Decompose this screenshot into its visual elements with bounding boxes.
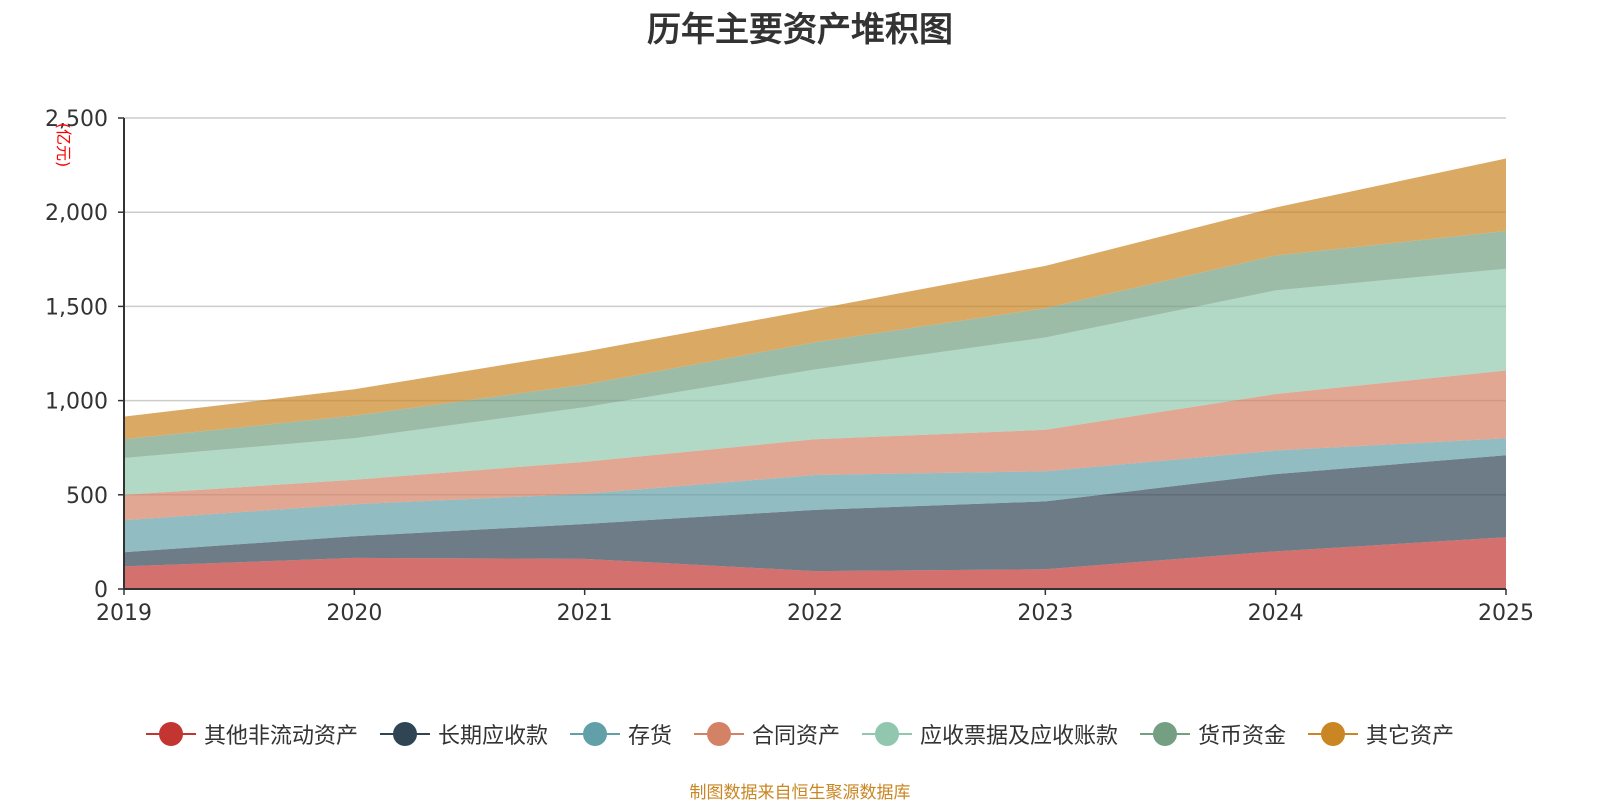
legend-marker-icon xyxy=(862,722,912,746)
legend-item[interactable]: 应收票据及应收账款 xyxy=(862,718,1118,750)
legend-item[interactable]: 存货 xyxy=(569,718,672,750)
x-tick-label: 2021 xyxy=(557,601,613,626)
legend-label: 其他非流动资产 xyxy=(203,724,358,749)
y-tick-label: 1,000 xyxy=(45,390,108,415)
legend-item[interactable]: 合同资产 xyxy=(693,718,840,750)
y-axis-unit-label: (亿元) xyxy=(54,123,73,168)
area-其它资产[interactable] xyxy=(124,158,1506,440)
area-应收票据及应收账款[interactable] xyxy=(124,268,1506,495)
y-tick-label: 2,500 xyxy=(45,107,108,132)
y-tick-label: 500 xyxy=(66,484,108,509)
legend-marker-icon xyxy=(1140,722,1191,746)
area-合同资产[interactable] xyxy=(124,370,1506,521)
legend: 其他非流动资产 长期应收款 存货 合同资产 应收票据及应收账款 货币资金 其它资产 xyxy=(0,718,1600,750)
x-tick-label: 2024 xyxy=(1248,601,1304,626)
y-tick-label: 1,500 xyxy=(45,295,108,320)
legend-marker-icon xyxy=(145,722,196,746)
chart-title: 历年主要资产堆积图 xyxy=(647,10,953,50)
legend-item[interactable]: 货币资金 xyxy=(1140,718,1286,750)
y-tick-label: 2,000 xyxy=(45,201,108,226)
x-tick-label: 2019 xyxy=(96,601,152,626)
legend-item[interactable]: 其它资产 xyxy=(1308,718,1454,750)
source-note: 制图数据来自恒生聚源数据库 xyxy=(689,783,911,803)
y-tick-label: 0 xyxy=(94,578,108,603)
legend-label: 货币资金 xyxy=(1198,724,1287,749)
area-货币资金[interactable] xyxy=(124,231,1506,459)
legend-label: 其它资产 xyxy=(1366,724,1455,749)
x-tick-label: 2020 xyxy=(326,601,382,626)
legend-label: 长期应收款 xyxy=(437,724,548,749)
area-存货[interactable] xyxy=(124,438,1506,553)
area-series xyxy=(124,158,1506,589)
legend-label: 存货 xyxy=(627,724,672,749)
area-长期应收款[interactable] xyxy=(124,455,1506,572)
legend-marker-icon xyxy=(693,722,744,746)
x-tick-label: 2023 xyxy=(1017,601,1073,626)
legend-marker-icon xyxy=(569,722,620,746)
x-tick-label: 2025 xyxy=(1478,601,1534,626)
legend-item[interactable]: 长期应收款 xyxy=(379,718,548,750)
legend-label: 应收票据及应收账款 xyxy=(920,724,1119,749)
legend-label: 合同资产 xyxy=(751,724,840,749)
area-其他非流动资产[interactable] xyxy=(124,537,1506,589)
x-tick-label: 2022 xyxy=(787,601,843,626)
legend-item[interactable]: 其他非流动资产 xyxy=(145,718,358,750)
legend-marker-icon xyxy=(379,722,430,746)
axes: 0 500 1,000 1,500 2,000 2,500 2019 2020 2021 2022… xyxy=(45,107,1534,626)
legend-marker-icon xyxy=(1308,722,1359,746)
